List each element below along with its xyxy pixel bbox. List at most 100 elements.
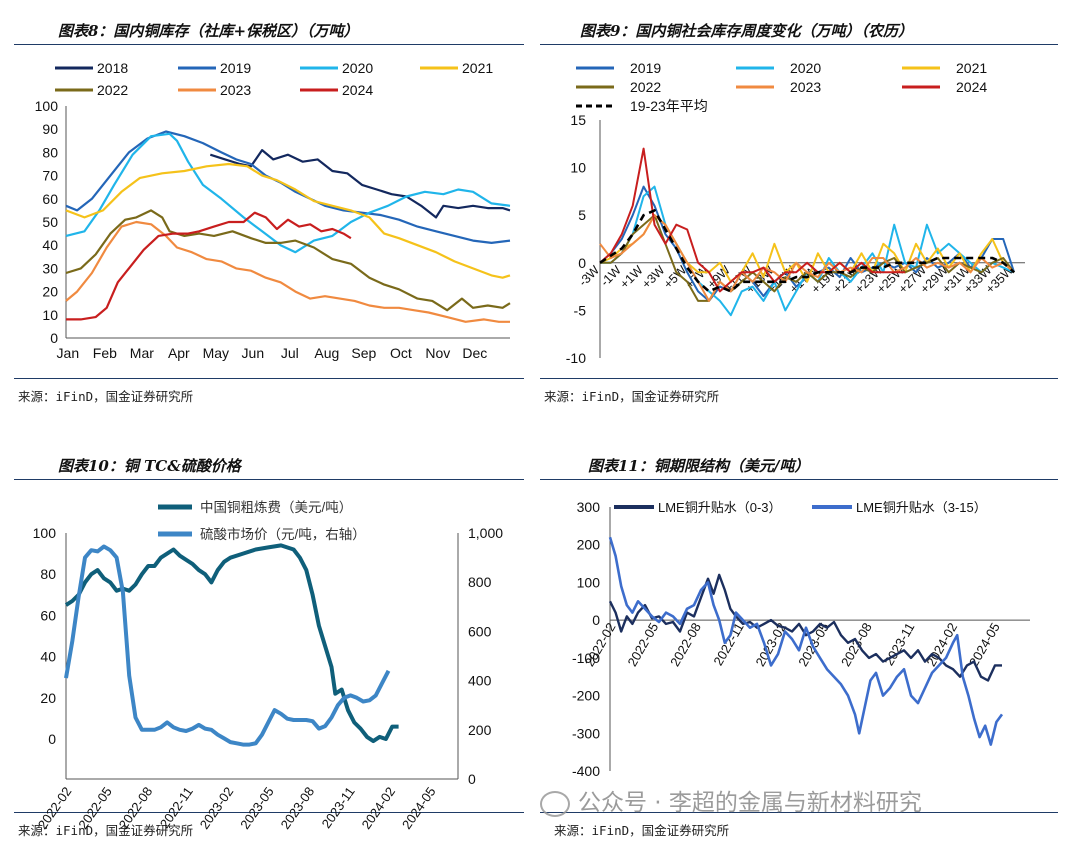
chart11-bottom-rule: [540, 812, 1058, 813]
chart9-bottom-rule: [540, 378, 1058, 379]
chart8-y-tick: 0: [50, 330, 58, 346]
chart9-series-19-23年平均: [599, 209, 1015, 293]
chart8-x-tick: Jan: [57, 345, 80, 361]
chart9-title: 图表9：国内铜社会库存周度变化（万吨）（农历）: [580, 22, 913, 40]
chart8-series-2021: [65, 162, 511, 279]
chart11-title: 图表11：铜期限结构（美元/吨）: [588, 457, 810, 475]
watermark-text: 公众号 · 李超的金属与新材料研究: [578, 790, 922, 816]
chart10-y-tick-left: 80: [40, 566, 56, 582]
chart9-source: 来源：iFinD，国金证券研究所: [544, 389, 720, 404]
chart8-series-2024: [66, 211, 352, 321]
chart10-x-tick: 2024-02: [359, 784, 399, 832]
chart8-y-tick: 40: [42, 237, 58, 253]
chart9-y-tick: -5: [574, 302, 587, 318]
chart8-x-tick: Jun: [242, 345, 265, 361]
chart11-legend-label: LME铜升贴水（0-3）: [658, 500, 782, 515]
chart9-y-tick: 15: [570, 112, 586, 128]
chart9-y-tick: 5: [578, 207, 586, 223]
chart10-top-rule: [14, 479, 524, 480]
chart9-x-tick: +1W: [617, 263, 645, 291]
chart9-x-tick: +3W: [639, 263, 667, 291]
chart8-x-tick: Oct: [390, 345, 412, 361]
chart10-y-tick-right: 800: [468, 574, 492, 590]
chart11-y-tick: 300: [577, 499, 601, 515]
chart11-y-tick: 0: [592, 612, 600, 628]
chart8-legend-label: 2021: [462, 60, 493, 76]
chart8-legend-label: 2022: [97, 82, 128, 98]
chart8-series-2020: [65, 132, 511, 254]
chart10-bottom-rule: [14, 812, 524, 813]
chart8-x-tick: Aug: [314, 345, 339, 361]
chart8-y-tick: 50: [42, 214, 58, 230]
chart8-series-2022: [65, 209, 511, 312]
chart8-legend-label: 2019: [220, 60, 251, 76]
chart10-x-tick: 2023-08: [278, 784, 318, 832]
chart9-legend-label: 2021: [956, 60, 987, 76]
chart8-x-tick: Apr: [168, 345, 190, 361]
chart10-x-tick: 2023-02: [197, 784, 237, 832]
chart8-x-tick: May: [203, 345, 229, 361]
chart8-title: 图表8：国内铜库存（社库+保税区）（万吨）: [58, 22, 359, 40]
chart11-y-tick: -300: [572, 725, 600, 741]
chart9-legend-label: 2022: [630, 79, 661, 95]
chart11-y-tick: -200: [572, 688, 600, 704]
wechat-logo-icon: [540, 790, 570, 817]
chart10-x-tick: 2024-05: [399, 784, 439, 832]
chart9-legend-label: 2023: [790, 79, 821, 95]
chart10-series-left: [64, 543, 399, 744]
chart9-legend-label: 2020: [790, 60, 821, 76]
chart8-svg: 0 10 20 30 40 50 60 70 80 90 100 Jan Feb Mar Apr May Jun…: [35, 60, 511, 361]
chart8-source: 来源：iFinD，国金证券研究所: [18, 389, 194, 404]
chart11-y-tick: 100: [577, 574, 601, 590]
chart10-source: 来源：iFinD，国金证券研究所: [18, 823, 194, 838]
chart8-y-tick: 80: [42, 144, 58, 160]
chart10-legend-label: 硫酸市场价（元/吨，右轴）: [200, 526, 366, 542]
chart8-bottom-rule: [14, 378, 524, 379]
chart8-y-tick: 100: [35, 98, 59, 114]
chart9-legend-label: 19-23年平均: [630, 98, 708, 114]
chart10-x-tick: 2023-05: [237, 784, 277, 832]
chart11-x-tick: 2022-02: [582, 620, 619, 669]
chart11-x-tick: 2022-05: [624, 620, 661, 669]
chart11-series-1: [608, 536, 1004, 746]
chart10-y-tick-right: 400: [468, 673, 492, 689]
chart11-x-tick: 2022-11: [710, 620, 746, 668]
chart8-y-tick: 30: [42, 260, 58, 276]
chart10-title: 图表10：铜 TC&硫酸价格: [58, 457, 241, 475]
chart8-top-rule: [14, 44, 524, 45]
chart10-y-tick-left: 60: [40, 607, 56, 623]
chart9-series-2023: [599, 214, 1015, 302]
chart10-y-tick-right: 200: [468, 722, 492, 738]
chart8-x-tick: Sep: [351, 345, 376, 361]
chart8-y-tick: 60: [42, 191, 58, 207]
chart8-x-tick: Mar: [130, 345, 154, 361]
chart11-x-tick: 2023-08: [838, 620, 875, 669]
chart9-series-2020: [600, 185, 1015, 317]
chart8-y-tick: 20: [42, 284, 58, 300]
chart9-top-rule: [540, 44, 1058, 45]
watermark: 公众号 · 李超的金属与新材料研究: [540, 783, 922, 817]
chart11-top-rule: [540, 479, 1058, 480]
chart9-svg: -10-5051015-3W-1W+1W+3W+5W+7W+9W+11W+13W…: [566, 60, 1025, 366]
chart8-y-tick: 70: [42, 168, 58, 184]
chart9-y-tick: 10: [570, 160, 586, 176]
chart10-y-tick-left: 0: [48, 731, 56, 747]
chart11-source: 来源：iFinD，国金证券研究所: [554, 823, 730, 838]
chart8-x-tick: Jul: [281, 345, 299, 361]
chart8-series-2019: [65, 130, 511, 244]
chart8-legend-label: 2018: [97, 60, 128, 76]
chart11-legend-label: LME铜升贴水（3-15）: [856, 500, 987, 515]
chart8-legend-label: 2024: [342, 82, 373, 98]
chart9-y-tick: -10: [566, 350, 586, 366]
chart11-series-0: [608, 573, 1002, 682]
chart10-y-tick-right: 0: [468, 771, 476, 787]
chart11-y-tick: -100: [572, 650, 600, 666]
chart10-y-tick-right: 600: [468, 623, 492, 639]
chart8-y-tick: 90: [42, 121, 58, 137]
chart10-y-tick-left: 40: [40, 649, 56, 665]
chart8-series-2023: [65, 220, 510, 323]
chart10-series-right: [64, 544, 391, 747]
chart8-legend-label: 2020: [342, 60, 373, 76]
chart8-y-tick: 10: [42, 307, 58, 323]
